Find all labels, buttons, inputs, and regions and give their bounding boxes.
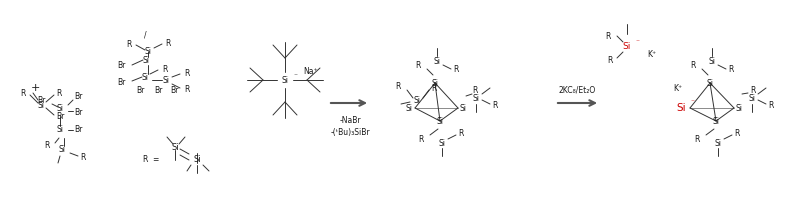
Text: Si: Si xyxy=(57,103,63,112)
Text: Si: Si xyxy=(676,103,686,113)
Text: Si: Si xyxy=(709,56,715,66)
Text: R: R xyxy=(45,142,50,151)
Text: K⁺: K⁺ xyxy=(674,83,682,92)
Text: Si: Si xyxy=(142,73,149,82)
Text: R: R xyxy=(126,40,132,48)
Text: R: R xyxy=(162,64,167,74)
Text: R: R xyxy=(184,69,190,77)
Text: +: + xyxy=(30,83,40,93)
Text: Si: Si xyxy=(162,76,170,84)
Text: Br: Br xyxy=(38,96,46,104)
Text: R: R xyxy=(396,82,401,90)
Text: 2KC₈/Et₂O: 2KC₈/Et₂O xyxy=(558,85,596,95)
Text: Si: Si xyxy=(142,55,150,64)
Text: Si: Si xyxy=(438,138,446,147)
Text: ⁻: ⁻ xyxy=(690,97,694,107)
Text: ⁻: ⁻ xyxy=(293,71,297,81)
Text: R: R xyxy=(184,84,190,94)
Text: Si: Si xyxy=(57,125,63,135)
Text: R: R xyxy=(608,55,613,64)
Text: /: / xyxy=(144,30,146,40)
Text: Si: Si xyxy=(406,103,413,112)
Text: R: R xyxy=(734,130,739,138)
Text: Br: Br xyxy=(74,108,82,117)
Text: Br: Br xyxy=(154,85,162,95)
Text: R: R xyxy=(416,61,421,69)
Text: =: = xyxy=(152,156,158,165)
Text: Si: Si xyxy=(473,94,479,103)
Text: Si: Si xyxy=(713,117,719,125)
Text: R: R xyxy=(56,89,62,97)
Text: Si: Si xyxy=(431,78,438,88)
Text: Si: Si xyxy=(145,47,151,55)
Text: Na⁺: Na⁺ xyxy=(303,68,318,76)
Text: R: R xyxy=(453,66,458,75)
Text: Si: Si xyxy=(58,145,66,154)
Text: Si: Si xyxy=(749,94,755,103)
Text: R: R xyxy=(418,135,424,144)
Text: R: R xyxy=(750,85,755,95)
Text: Si: Si xyxy=(623,41,631,50)
Text: Br: Br xyxy=(118,77,126,87)
Text: R: R xyxy=(472,85,478,95)
Text: Si: Si xyxy=(414,96,421,104)
Text: Si: Si xyxy=(171,143,179,151)
Text: Si: Si xyxy=(193,154,201,164)
Text: R: R xyxy=(21,89,26,97)
Text: Si: Si xyxy=(282,76,289,84)
Text: Si: Si xyxy=(460,103,467,112)
Text: -(ᵗBu)₃SiBr: -(ᵗBu)₃SiBr xyxy=(330,128,370,137)
Text: Si: Si xyxy=(736,103,743,112)
Text: R: R xyxy=(694,135,700,144)
Text: Br: Br xyxy=(56,111,64,121)
Text: Br: Br xyxy=(74,125,82,135)
Text: R: R xyxy=(768,101,774,110)
Text: Si: Si xyxy=(38,101,45,110)
Text: Br: Br xyxy=(74,91,82,101)
Text: R: R xyxy=(142,156,148,165)
Text: R: R xyxy=(606,32,611,41)
Text: Br: Br xyxy=(170,85,178,95)
Text: Si: Si xyxy=(434,56,441,66)
Text: R: R xyxy=(690,61,696,69)
Text: Br: Br xyxy=(118,62,126,70)
Text: -NaBr: -NaBr xyxy=(339,116,361,124)
Text: R: R xyxy=(728,66,734,75)
Text: Br: Br xyxy=(136,85,144,95)
Text: Si: Si xyxy=(706,78,714,88)
Text: Si: Si xyxy=(437,117,443,125)
Text: Si: Si xyxy=(714,138,722,147)
Text: R: R xyxy=(431,83,436,92)
Text: ⁻: ⁻ xyxy=(635,37,639,47)
Text: R: R xyxy=(165,39,170,48)
Text: R: R xyxy=(458,130,463,138)
Text: K⁺: K⁺ xyxy=(647,49,656,59)
Text: R: R xyxy=(492,101,498,110)
Text: R: R xyxy=(80,152,86,162)
